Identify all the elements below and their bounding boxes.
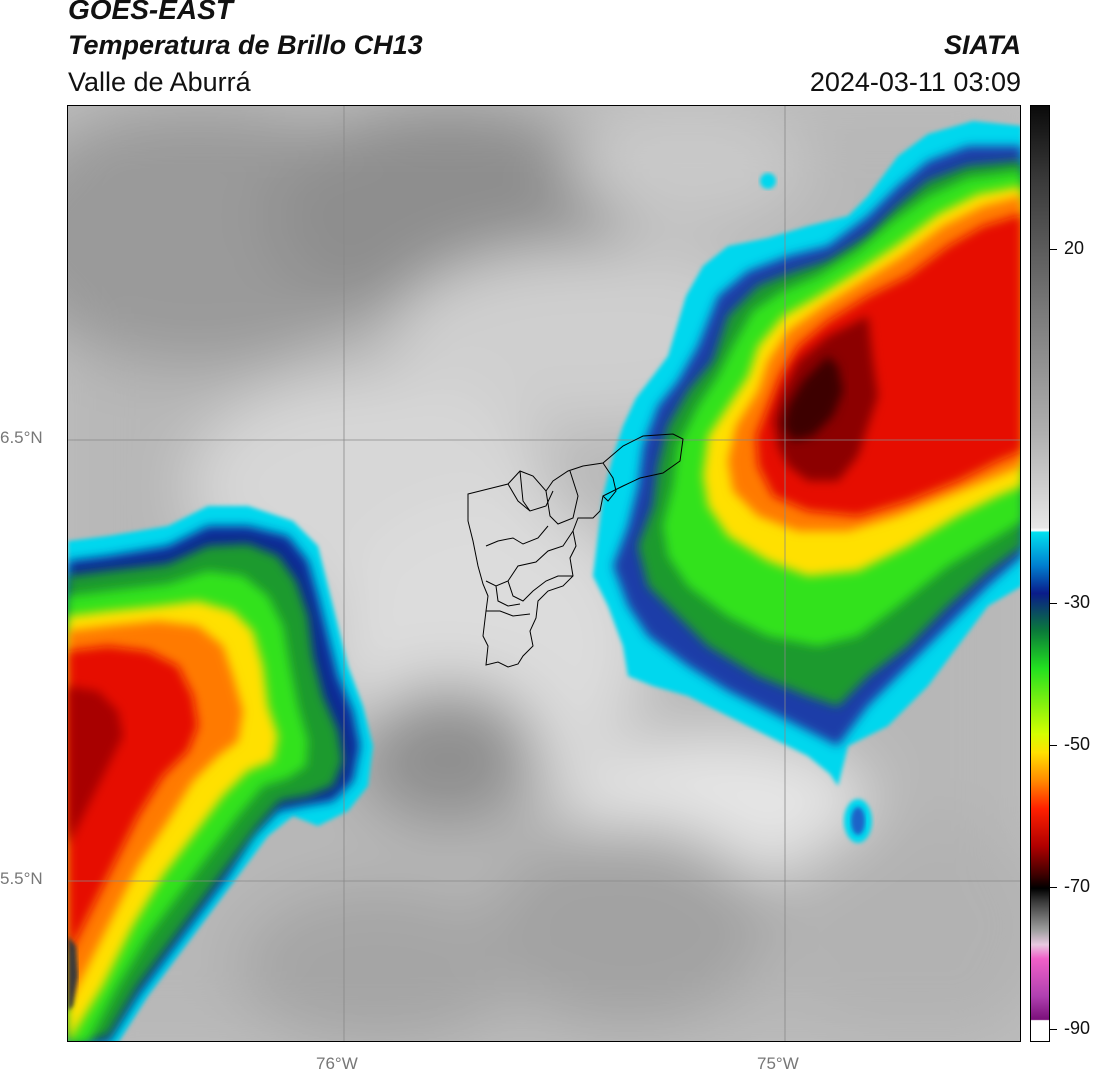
colorbar xyxy=(1030,105,1050,1042)
storm-cell-west xyxy=(68,506,373,1041)
map-gridlines xyxy=(68,106,1020,1041)
lon-label-75w: 75°W xyxy=(757,1054,799,1073)
region-label: Valle de Aburrá xyxy=(68,67,251,97)
colorbar-tick xyxy=(1050,887,1057,888)
colorbar-label-minus30: -30 xyxy=(1064,592,1091,612)
map-title: GOES-EAST xyxy=(68,0,233,25)
colorbar-gradient xyxy=(1031,106,1049,1041)
colorbar-tick xyxy=(1050,1029,1057,1030)
lat-label-5-5n: 5.5°N xyxy=(0,869,43,888)
colorbar-label-minus50: -50 xyxy=(1064,734,1091,754)
colorbar-label-minus70: -70 xyxy=(1064,876,1091,896)
colorbar-tick xyxy=(1050,603,1057,604)
colorbar-label-20: 20 xyxy=(1064,238,1085,258)
lat-label-6-5n: 6.5°N xyxy=(0,428,43,447)
colorbar-tick xyxy=(1050,249,1057,250)
colorbar-label-minus90: -90 xyxy=(1064,1018,1091,1038)
map-canvas xyxy=(68,106,1020,1041)
satellite-map xyxy=(67,105,1021,1042)
organization-label: SIATA xyxy=(944,30,1021,60)
valle-de-aburra-boundaries xyxy=(467,433,684,668)
lon-label-76w: 76°W xyxy=(316,1054,358,1073)
colorbar-tick xyxy=(1050,745,1057,746)
map-subtitle: Temperatura de Brillo CH13 xyxy=(68,30,423,60)
storm-cell-east xyxy=(593,121,1020,843)
timestamp-label: 2024-03-11 03:09 xyxy=(809,67,1021,97)
